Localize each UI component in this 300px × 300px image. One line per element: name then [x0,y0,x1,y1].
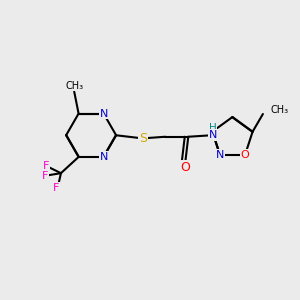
Text: H: H [209,123,217,133]
Text: S: S [139,132,147,145]
Text: F: F [53,183,60,193]
Text: O: O [241,150,249,161]
Text: F: F [41,171,48,181]
Text: O: O [180,161,190,174]
Text: N: N [216,150,224,161]
Text: F: F [43,161,50,171]
Text: CH₃: CH₃ [65,81,83,91]
Text: N: N [99,109,108,118]
Text: N: N [208,130,217,140]
Text: N: N [99,152,108,162]
Text: CH₃: CH₃ [270,106,288,116]
